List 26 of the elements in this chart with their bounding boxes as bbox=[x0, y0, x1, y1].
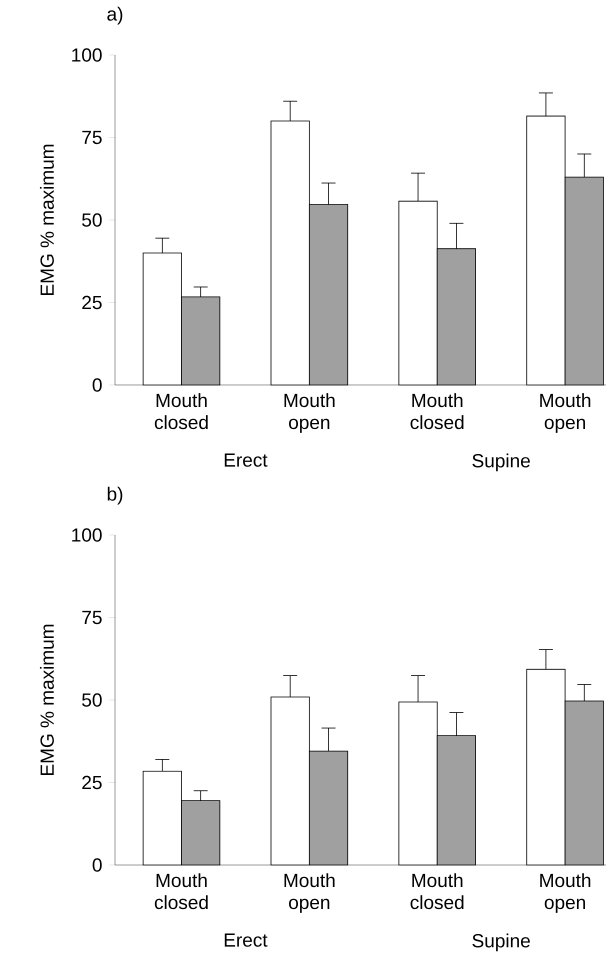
text: Erect bbox=[224, 934, 268, 947]
y-tick-label: 75 bbox=[82, 610, 102, 624]
y-tick-label: 75 bbox=[82, 130, 102, 144]
text: Supine bbox=[472, 454, 530, 472]
y-axis-title: EMG % maximum bbox=[40, 624, 54, 775]
y-tick-label: 100 bbox=[72, 528, 102, 542]
x-tick-label: Mouth closed bbox=[410, 393, 464, 430]
x-tick-label: Mouth closed bbox=[154, 393, 208, 430]
x-tick-label: Mouth open bbox=[284, 393, 335, 433]
x-tick-label: Mouth closed bbox=[154, 873, 208, 910]
x-tick-label: Mouth open bbox=[540, 873, 590, 913]
text: Supine bbox=[472, 934, 530, 952]
y-tick-label: 25 bbox=[82, 776, 102, 790]
y-tick-label: 25 bbox=[82, 296, 102, 310]
chart-title: a) bbox=[107, 6, 122, 24]
y-tick-label: 0 bbox=[92, 858, 102, 872]
y-tick-label: 100 bbox=[72, 48, 102, 62]
x-tick-label: Mouth open bbox=[284, 873, 335, 913]
text: Erect bbox=[224, 454, 268, 467]
y-axis-title: EMG % maximum bbox=[40, 144, 54, 295]
y-tick-label: 50 bbox=[82, 213, 102, 227]
x-tick-label: Mouth open bbox=[540, 393, 590, 433]
y-tick-label: 50 bbox=[82, 693, 102, 707]
y-tick-label: 0 bbox=[92, 378, 102, 392]
x-tick-label: Mouth closed bbox=[410, 873, 464, 910]
chart-title: b) bbox=[108, 486, 122, 504]
